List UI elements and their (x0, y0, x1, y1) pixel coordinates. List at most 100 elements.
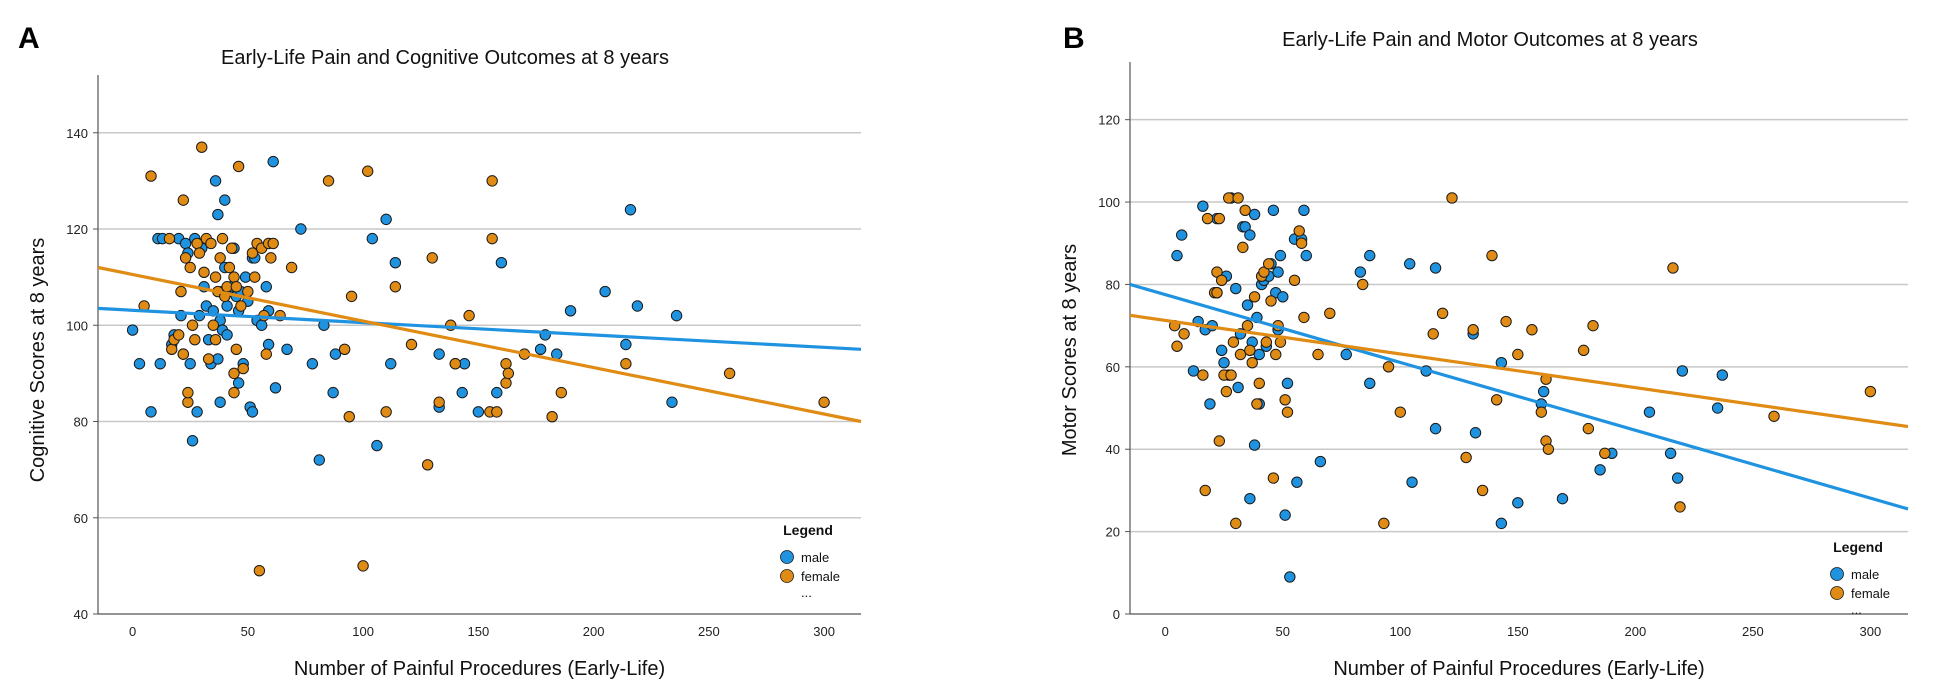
panel-b-point-female (1356, 278, 1369, 291)
panel-a-point-female (182, 396, 194, 408)
panel-a-point-female (620, 358, 632, 370)
panel-b-point-male (1244, 229, 1256, 241)
panel-a-point-male (154, 358, 166, 370)
panel-b-point-male (1171, 249, 1183, 262)
panel-a-point-female (362, 165, 374, 177)
panel-b-y-axis-label: Motor Scores at 8 years (1059, 244, 1081, 456)
panel-a-point-male (366, 232, 379, 245)
panel-a-point-female (345, 290, 358, 303)
panel-a-point-male (184, 358, 196, 370)
panel-a-point-female (232, 160, 245, 173)
panel-b-point-female (1526, 324, 1538, 336)
panel-a-point-female (285, 261, 298, 274)
panel-a-point-female (145, 170, 157, 182)
panel-a-point-male (306, 358, 319, 370)
panel-a-point-female (249, 271, 261, 283)
panel-b-point-female (1262, 258, 1275, 270)
panel-a-point-female (223, 261, 236, 274)
panel-a-point-female (209, 333, 222, 346)
panel-a-point-female (491, 406, 503, 418)
panel-a-point-female (357, 560, 369, 572)
panel-a-point-male (145, 406, 157, 418)
panel-a-point-male (433, 348, 445, 360)
panel-a-point-male (631, 300, 644, 312)
panel-a-point-male (214, 396, 226, 408)
panel-b-point-male (1556, 492, 1569, 505)
panel-b-point-female (1295, 237, 1308, 249)
panel-b-point-female (1197, 369, 1209, 381)
panel-b-point-male (1274, 249, 1287, 262)
panel-b-point-female (1577, 344, 1590, 357)
panel-a-point-male (267, 155, 279, 168)
panel-b-point-male (1248, 439, 1261, 451)
panel-b-point-female (1674, 501, 1686, 513)
panel-a-point-male (221, 300, 233, 312)
panel-b-legend: Legend male female... (1830, 539, 1890, 617)
panel-a-point-female (500, 358, 512, 370)
panel-b-point-female (1490, 394, 1503, 406)
panel-a-point-female (184, 261, 196, 274)
panel-b-point-female (1427, 328, 1439, 340)
panel-a-point-male (295, 223, 307, 235)
panel-a-point-female (246, 247, 259, 259)
panel-a-point-male (219, 194, 231, 206)
panel-a-legend-label-female: female (801, 569, 840, 584)
panel-b-point-male (1218, 357, 1230, 369)
panel-a-point-female (230, 281, 243, 293)
panel-a-point-male (491, 386, 503, 399)
panel-b-point-female (1500, 315, 1512, 328)
panel-b-x-tick-label: 0 (1162, 624, 1169, 639)
panel-b-point-male (1279, 509, 1291, 521)
panel-b-point-female (1378, 517, 1390, 530)
panel-b-x-tick-label: 150 (1507, 624, 1529, 639)
panel-b-legend-ellipsis: ... (1851, 602, 1862, 617)
panel-a-point-female (228, 271, 240, 283)
panel-a-point-female (202, 353, 215, 365)
panel-a-y-axis-label: Cognitive Scores at 8 years (27, 238, 49, 483)
panel-b-point-female (1279, 394, 1291, 406)
panel-a-point-male (246, 406, 259, 418)
panel-b-point-male (1197, 200, 1209, 212)
panel-a-point-female (237, 362, 249, 375)
panel-b-point-female (1213, 212, 1226, 225)
panel-a-point-male (666, 396, 678, 408)
panel-b-point-female (1667, 262, 1679, 274)
panel-a-x-tick-label: 150 (467, 624, 489, 639)
panel-b-point-male (1495, 517, 1508, 530)
panel-a-point-male (209, 175, 222, 187)
panel-a-point-male (313, 454, 325, 466)
panel-b-y-tick-label: 20 (1106, 525, 1120, 540)
panel-b-point-female (1768, 410, 1780, 422)
panel-b-point-male (1298, 204, 1310, 216)
panel-a-point-male (624, 204, 637, 216)
panel-a-point-male (385, 358, 397, 370)
panel-b-point-female (1382, 361, 1395, 373)
panel-a-point-female (214, 252, 226, 264)
panel-b-point-female (1599, 447, 1611, 460)
panel-a-point-female (189, 333, 201, 346)
panel-b-point-female (1864, 385, 1877, 398)
panel-b-point-male (1244, 492, 1256, 505)
panel-b-legend-swatch-female (1830, 586, 1844, 600)
panel-a-x-tick-label: 50 (241, 624, 255, 639)
panel-a-point-female (235, 300, 247, 312)
panel-b-point-female (1178, 328, 1190, 340)
panel-a-point-female (191, 237, 203, 250)
panel-b-point-female (1234, 348, 1247, 361)
panel-a-point-female (449, 358, 461, 370)
panel-a-point-female (265, 252, 277, 264)
panel-b-x-tick-label: 200 (1624, 624, 1646, 639)
panel-a-point-male (327, 386, 339, 399)
panel-b-title: Early-Life Pain and Motor Outcomes at 8 … (1282, 29, 1698, 51)
panel-a-point-male (232, 377, 245, 389)
panel-a-point-female (426, 252, 438, 264)
panel-a-point-female (405, 338, 418, 351)
panel-a-y-tick-label: 100 (66, 318, 88, 333)
panel-a-point-male (564, 305, 577, 317)
panel-b-point-female (1436, 307, 1449, 319)
panel-b-point-female (1230, 517, 1242, 530)
panel-a-point-male (329, 348, 342, 360)
panel-a-point-female (380, 406, 392, 418)
panel-b-x-axis-label: Number of Painful Procedures (Early-Life… (1333, 658, 1704, 680)
